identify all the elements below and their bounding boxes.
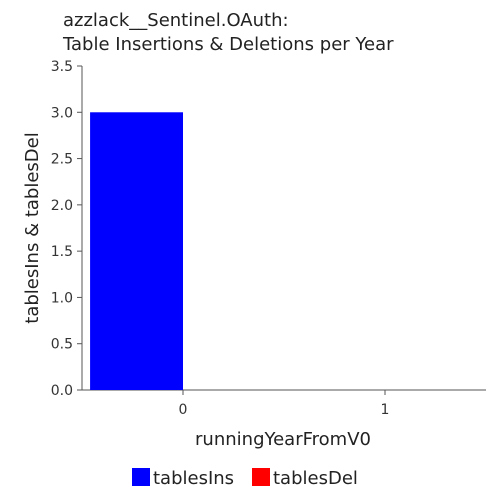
- chart-title-line-1: azzlack__Sentinel.OAuth:: [63, 10, 289, 31]
- x-tick-label: 0: [179, 402, 188, 418]
- legend: tablesIns tablesDel: [132, 468, 358, 489]
- y-axis: 0.0 0.5 1.0 1.5 2.0 2.5 3.0 3.5: [51, 59, 83, 399]
- legend-swatch-tablesIns: [132, 468, 150, 486]
- y-tick-label: 3.5: [51, 59, 73, 75]
- y-tick-label: 1.0: [51, 290, 73, 306]
- y-tick-label: 1.5: [51, 244, 73, 260]
- legend-label-tablesIns: tablesIns: [153, 468, 234, 489]
- y-tick-label: 0.5: [51, 337, 73, 353]
- legend-swatch-tablesDel: [252, 468, 270, 486]
- y-tick-label: 2.0: [51, 198, 73, 214]
- y-axis-label: tablesIns & tablesDel: [22, 132, 43, 323]
- bar-tablesIns-0: [90, 112, 183, 391]
- y-tick-label: 3.0: [51, 105, 73, 121]
- x-tick-label: 1: [381, 402, 390, 418]
- y-tick-label: 0.0: [51, 383, 73, 399]
- legend-label-tablesDel: tablesDel: [273, 468, 358, 489]
- chart-title-line-2: Table Insertions & Deletions per Year: [62, 34, 394, 55]
- bars-group: [90, 112, 183, 391]
- x-axis-label: runningYearFromV0: [195, 429, 371, 450]
- y-tick-label: 2.5: [51, 152, 73, 168]
